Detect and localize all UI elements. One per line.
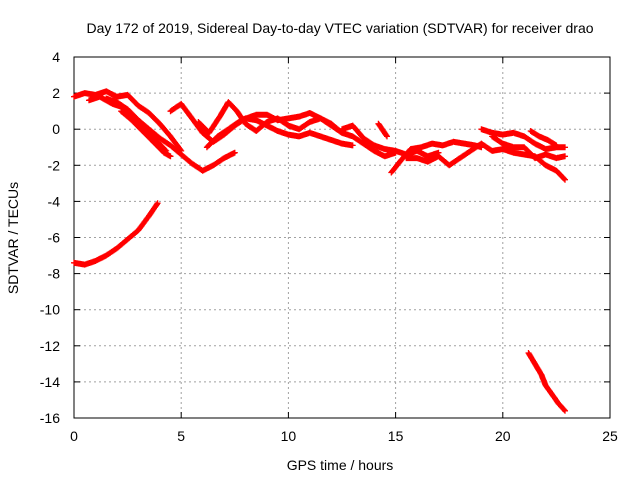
series-markers	[525, 350, 568, 414]
grid-layer	[74, 57, 610, 418]
x-tick-label: 10	[281, 428, 297, 444]
series-markers	[527, 128, 560, 149]
x-tick-label: 5	[177, 428, 185, 444]
y-axis-label: SDTVAR / TECUs	[5, 182, 21, 294]
y-tick-label: -16	[40, 410, 60, 426]
series-sat-i	[375, 120, 390, 140]
y-tick-label: -8	[48, 266, 61, 282]
y-tick-label: -4	[48, 193, 61, 209]
y-tick-label: 0	[52, 121, 60, 137]
series-sat-o	[71, 200, 161, 268]
series-markers	[118, 108, 174, 160]
series-sat-g	[203, 110, 399, 160]
series-markers	[103, 95, 238, 174]
series-markers	[71, 200, 161, 268]
x-tick-label: 20	[495, 428, 511, 444]
x-tick-label: 15	[388, 428, 404, 444]
x-axis-label: GPS time / hours	[287, 457, 394, 473]
y-tick-label: -12	[40, 338, 60, 354]
series-sat-m	[489, 133, 568, 162]
y-tick-label: 2	[52, 85, 60, 101]
series-markers	[388, 138, 485, 176]
y-tick-label: 4	[52, 49, 60, 65]
y-tick-label: -10	[40, 302, 60, 318]
series-sat-d	[118, 108, 174, 160]
series-markers	[71, 88, 185, 154]
series-sat-a	[71, 88, 185, 154]
series-markers	[203, 110, 399, 160]
x-tick-label: 25	[602, 428, 618, 444]
chart-title: Day 172 of 2019, Sidereal Day-to-day VTE…	[86, 20, 593, 36]
y-tick-label: -2	[48, 157, 61, 173]
series-markers	[489, 133, 568, 162]
x-tick-label: 0	[70, 428, 78, 444]
series-sat-c	[103, 95, 238, 174]
series-sat-p	[525, 350, 568, 414]
series-markers	[375, 120, 390, 140]
y-tick-label: -14	[40, 374, 60, 390]
y-tick-label: -6	[48, 230, 61, 246]
data-layer	[71, 88, 568, 414]
series-sat-j	[388, 138, 485, 176]
series-sat-n	[527, 128, 560, 149]
